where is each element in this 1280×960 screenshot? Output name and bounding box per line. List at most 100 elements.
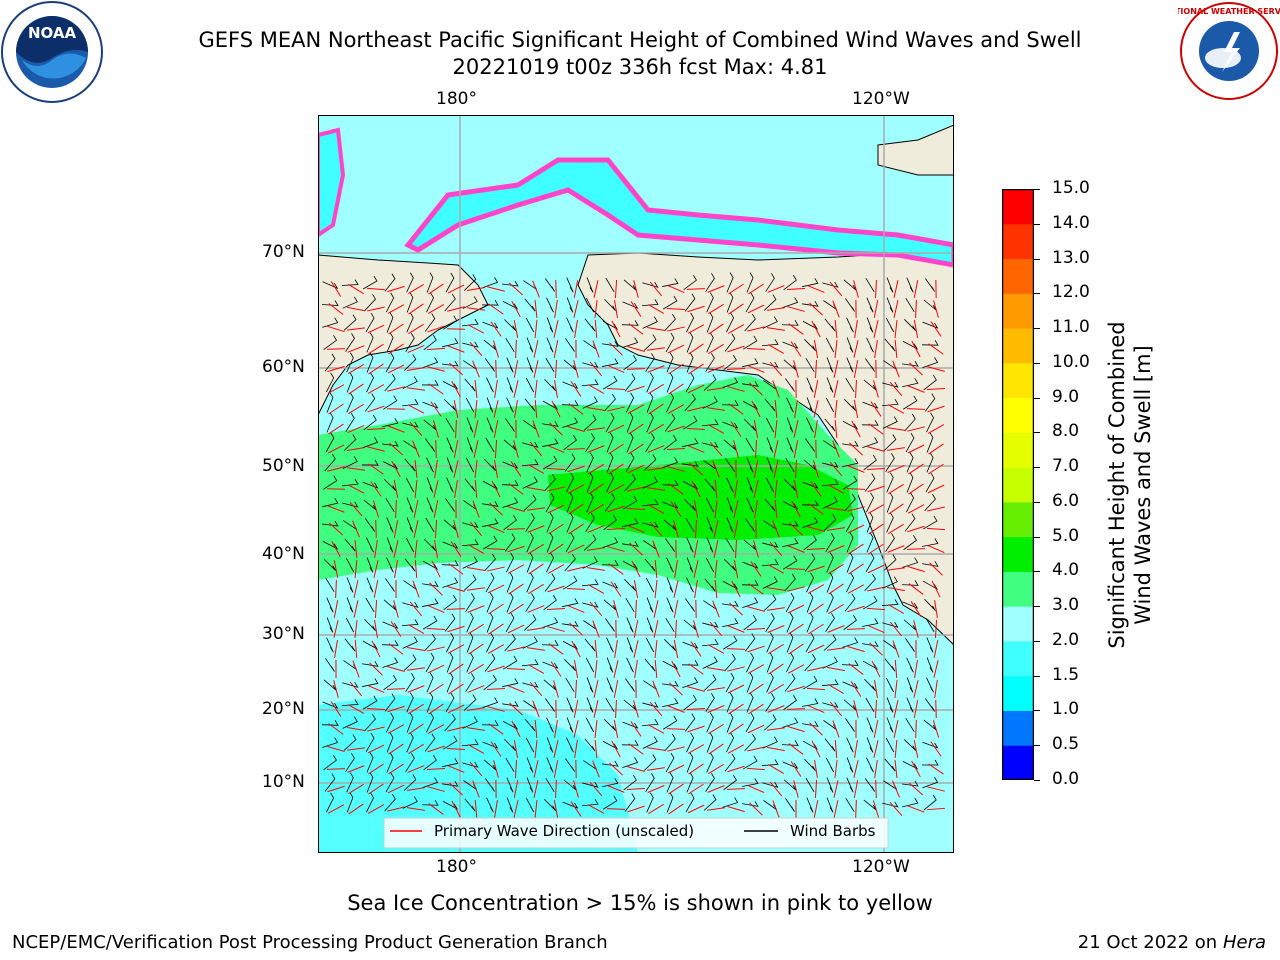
wind-barb xyxy=(683,274,697,291)
wave-direction-arrow xyxy=(807,584,825,594)
wave-direction-arrow xyxy=(386,408,406,410)
wind-barb xyxy=(726,692,734,713)
wave-direction-arrow xyxy=(451,800,461,818)
wind-barb xyxy=(486,417,494,433)
wave-direction-arrow xyxy=(427,646,445,652)
wind-barb xyxy=(924,698,936,712)
wave-direction-arrow xyxy=(748,283,764,295)
wind-barb xyxy=(826,777,834,793)
wind-barb xyxy=(846,552,854,573)
wave-direction-arrow xyxy=(887,545,905,553)
wind-barb xyxy=(923,794,937,811)
colorbar-tick-label: 12.0 xyxy=(1052,282,1090,303)
wave-direction-arrow xyxy=(913,740,919,758)
wave-direction-arrow xyxy=(354,620,358,638)
wind-barb xyxy=(742,561,759,569)
wind-barb xyxy=(642,701,659,708)
wave-direction-arrow xyxy=(927,786,945,792)
wind-barb xyxy=(566,297,574,313)
wave-direction-arrow xyxy=(774,420,778,438)
wind-barb xyxy=(342,501,359,508)
wind-barb xyxy=(765,417,775,433)
wind-barb xyxy=(504,633,516,652)
wave-direction-arrow xyxy=(328,403,344,415)
wave-direction-arrow xyxy=(772,800,780,818)
wave-direction-arrow xyxy=(933,300,939,318)
wave-direction-arrow xyxy=(571,640,581,658)
colorbar-tick-mark xyxy=(1034,258,1040,260)
wave-direction-arrow xyxy=(727,666,745,672)
wind-barb xyxy=(782,500,799,510)
wave-direction-arrow xyxy=(594,739,598,759)
wind-barb xyxy=(442,735,458,750)
wave-direction-arrow xyxy=(547,626,565,632)
wind-barb xyxy=(806,612,814,633)
wave-direction-arrow xyxy=(893,300,899,318)
wave-direction-arrow xyxy=(787,604,805,614)
wave-direction-arrow xyxy=(671,660,681,678)
wind-barb xyxy=(484,553,496,572)
wind-barb xyxy=(862,595,878,610)
wind-barb xyxy=(385,497,395,513)
wind-barb xyxy=(482,321,499,329)
wind-barb xyxy=(442,758,459,768)
wave-direction-arrow xyxy=(373,560,379,578)
wave-direction-arrow xyxy=(875,779,877,799)
wind-barb xyxy=(703,794,717,811)
wave-direction-arrow xyxy=(853,700,859,718)
wave-direction-arrow xyxy=(474,479,478,499)
wave-direction-arrow xyxy=(447,585,465,593)
wind-barb xyxy=(726,497,734,513)
wave-direction-arrow xyxy=(833,800,839,818)
wind-barb xyxy=(685,372,695,393)
wind-barb xyxy=(745,292,755,313)
wind-barb xyxy=(786,437,794,453)
wave-direction-arrow xyxy=(367,726,385,732)
wind-barb xyxy=(585,717,595,733)
wave-direction-arrow xyxy=(374,620,378,638)
wave-direction-arrow xyxy=(707,785,725,793)
wave-direction-arrow xyxy=(733,560,739,578)
wave-direction-arrow xyxy=(787,545,805,553)
date-text: 21 Oct 2022 on xyxy=(1077,932,1223,953)
wave-direction-arrow xyxy=(793,420,799,438)
wind-barb xyxy=(544,573,556,592)
wind-barb xyxy=(702,656,718,669)
wind-barb xyxy=(705,773,715,792)
wave-direction-arrow xyxy=(769,781,783,797)
wind-barb xyxy=(424,538,436,552)
wave-direction-arrow xyxy=(926,387,946,391)
wind-barb xyxy=(624,579,636,591)
wind-barb xyxy=(886,297,894,313)
wave-direction-arrow xyxy=(513,800,519,818)
wave-direction-arrow xyxy=(446,748,466,750)
wave-direction-arrow xyxy=(827,684,845,694)
wave-direction-arrow xyxy=(473,440,479,458)
wave-direction-arrow xyxy=(347,327,365,331)
wave-direction-arrow xyxy=(855,799,857,819)
wave-direction-arrow xyxy=(933,660,939,678)
wave-direction-arrow xyxy=(587,427,605,431)
wave-direction-arrow xyxy=(472,780,480,798)
wave-direction-arrow xyxy=(888,523,904,535)
wind-barb xyxy=(824,738,836,752)
wave-direction-arrow xyxy=(393,600,399,618)
wave-direction-arrow xyxy=(611,740,621,758)
wave-direction-arrow xyxy=(446,328,466,330)
wind-barb xyxy=(545,698,555,712)
wind-barb xyxy=(886,512,894,533)
wind-barb xyxy=(602,760,619,767)
wind-barb xyxy=(383,395,398,410)
lat-tick-40n: 40°N xyxy=(262,544,305,564)
wind-barb xyxy=(344,638,356,652)
wave-direction-arrow xyxy=(806,547,826,551)
wind-barb xyxy=(565,677,575,693)
wind-barb xyxy=(802,740,819,751)
wave-direction-arrow xyxy=(366,707,386,711)
colorbar-tick-mark xyxy=(1034,467,1040,469)
wind-barb xyxy=(362,695,378,710)
wind-barb xyxy=(706,732,714,753)
wave-direction-arrow xyxy=(927,484,945,494)
wind-barb xyxy=(421,379,439,386)
wind-barb xyxy=(624,373,636,392)
